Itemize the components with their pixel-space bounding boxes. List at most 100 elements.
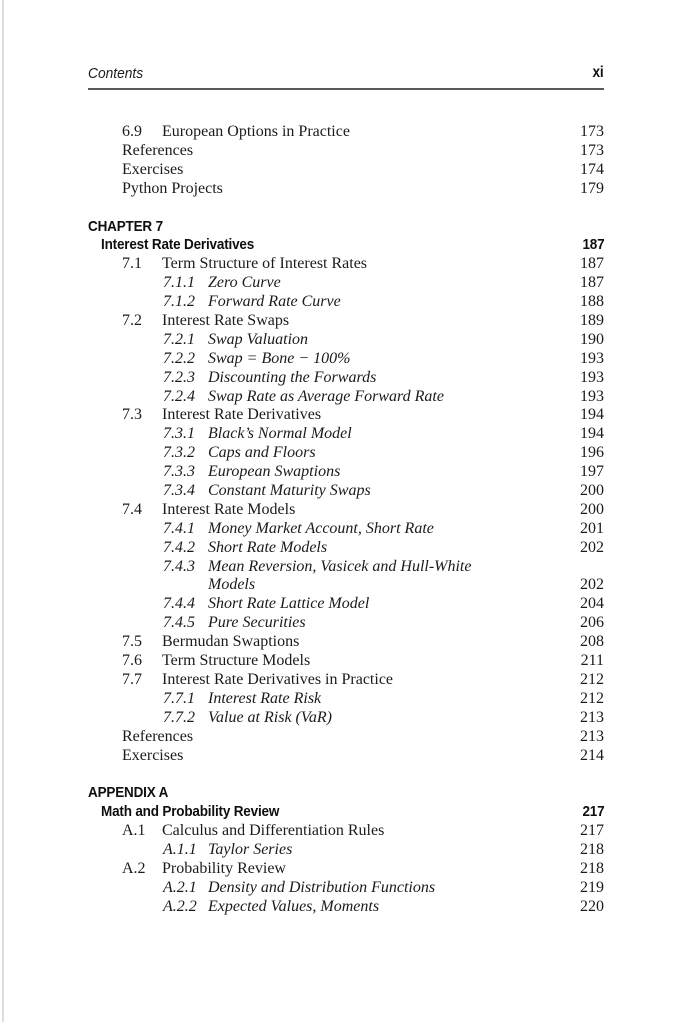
toc-entry-title: Expected Values, Moments — [208, 897, 380, 915]
toc-entry-number: 7.3.4 — [163, 482, 195, 500]
page-edge-line — [2, 0, 4, 1022]
toc-entry-number: 7.3.2 — [163, 444, 195, 462]
toc-row: 7.3.2 Caps and Floors 196 — [88, 444, 604, 463]
toc-row: 7.6 Term Structure Models 211 — [88, 652, 604, 671]
toc-entry-number: 7.6 — [122, 652, 142, 670]
toc-entry-page: 200 — [580, 500, 604, 518]
toc-entry-page: 217 — [582, 803, 604, 821]
toc-row: Math and Probability Review 217 — [88, 803, 604, 822]
toc-entry-title: Exercises — [122, 746, 184, 764]
toc-entry-page: 194 — [580, 425, 604, 443]
toc-entry-number: 7.4.3 — [163, 557, 195, 575]
toc-row: 7.4.4 Short Rate Lattice Model 204 — [88, 595, 604, 614]
toc-row: 7.1.2 Forward Rate Curve 188 — [88, 293, 604, 312]
toc-entry-title: Interest Rate Risk — [208, 689, 322, 707]
toc-entry-title: European Options in Practice — [162, 123, 350, 140]
toc-entry-number: 7.4 — [122, 500, 142, 518]
toc-entry-title: Mean Reversion, Vasicek and Hull-White — [208, 557, 472, 575]
toc-entry-number: 7.7.2 — [163, 708, 195, 726]
toc-entry-title: Black’s Normal Model — [208, 425, 352, 443]
toc-row: A.2.2 Expected Values, Moments 220 — [88, 898, 604, 917]
toc-entry-number: 7.1 — [122, 255, 142, 273]
toc-entry-title: Density and Distribution Functions — [208, 878, 436, 896]
toc-entry-page: 187 — [580, 255, 604, 273]
toc-row: 7.1 Term Structure of Interest Rates 187 — [88, 255, 604, 274]
toc-entry-page: 193 — [580, 387, 604, 405]
folio-page-number: xi — [592, 64, 604, 81]
toc-entry-number: 7.4.1 — [163, 519, 195, 537]
toc-row: A.1.1 Taylor Series 218 — [88, 841, 604, 860]
toc-row: 6.9 European Options in Practice 173 — [88, 123, 604, 142]
toc-row: Python Projects 179 — [88, 180, 604, 199]
toc-entry-page: 193 — [580, 368, 604, 386]
toc-row: 7.7 Interest Rate Derivatives in Practice… — [88, 671, 604, 690]
toc-entry-title: Taylor Series — [208, 841, 293, 859]
toc-entry-page: 200 — [580, 482, 604, 500]
running-head: Contents — [88, 66, 144, 82]
toc-entry-page: 214 — [580, 746, 604, 764]
toc-row: 7.2 Interest Rate Swaps 189 — [88, 312, 604, 331]
toc-row: 7.4.5 Pure Securities 206 — [88, 614, 604, 633]
toc-entry-number: 6.9 — [122, 123, 142, 140]
toc-entry-title: References — [122, 727, 194, 745]
toc-row: A.2.1 Density and Distribution Functions 2… — [88, 879, 604, 898]
toc-entry-page: 218 — [580, 859, 604, 877]
toc-row: Models 202 — [88, 576, 604, 595]
toc-entry-page: 204 — [580, 595, 604, 613]
toc-entry-page: 173 — [580, 123, 604, 140]
toc-entry-title: Bermudan Swaptions — [162, 633, 300, 651]
toc-entry-page: 218 — [580, 841, 604, 859]
toc-entry-title: Caps and Floors — [208, 444, 316, 462]
toc-entry-page: 217 — [580, 822, 604, 840]
toc-entry-page: 187 — [580, 274, 604, 292]
toc-entry-title: Forward Rate Curve — [208, 293, 341, 311]
toc-entry-page: 197 — [580, 463, 604, 481]
toc-entry-number: 7.2.1 — [163, 330, 195, 348]
toc-entry-page: 212 — [580, 689, 604, 707]
toc-entry-title: Money Market Account, Short Rate — [208, 519, 434, 537]
toc-row: 7.4.1 Money Market Account, Short Rate 201 — [88, 520, 604, 539]
toc-entry-number: A.1.1 — [163, 841, 197, 859]
toc-entry-number: 7.2 — [122, 312, 142, 330]
toc-entry-page: 189 — [580, 312, 604, 330]
toc-entry-number: 7.1.2 — [163, 293, 195, 311]
toc-row: Exercises 214 — [88, 747, 604, 766]
page-header: Contents xi — [88, 64, 604, 82]
toc-row: 7.2.4 Swap Rate as Average Forward Rate 19… — [88, 388, 604, 407]
toc-entry-title: References — [122, 141, 194, 159]
toc-entry-title: Swap = Bone − 100% — [208, 349, 351, 367]
toc-row: 7.2.1 Swap Valuation 190 — [88, 331, 604, 350]
toc-entry-number: 7.7 — [122, 670, 142, 688]
toc-entry-number: 7.2.3 — [163, 368, 195, 386]
toc-row: A.1 Calculus and Differentiation Rules 217 — [88, 822, 604, 841]
toc-entry-number: 7.3.3 — [163, 463, 195, 481]
toc-entry-number: 7.4.4 — [163, 595, 195, 613]
toc-entry-number: 7.3.1 — [163, 425, 195, 443]
toc-row: 7.3.4 Constant Maturity Swaps 200 — [88, 482, 604, 501]
toc-entry-page: 208 — [580, 633, 604, 651]
toc-entry-number: 7.3 — [122, 406, 142, 424]
toc-row: References 213 — [88, 728, 604, 747]
toc-heading-label: APPENDIX A — [88, 784, 169, 802]
toc-entry-page: 202 — [580, 538, 604, 556]
toc-list: 6.9 European Options in Practice 173 Refere… — [88, 123, 604, 917]
toc-entry-title: Swap Rate as Average Forward Rate — [208, 387, 444, 405]
toc-heading-label: CHAPTER 7 — [88, 217, 163, 235]
toc-entry-number: A.1 — [122, 822, 146, 840]
toc-row: CHAPTER 7 — [88, 218, 604, 237]
toc-row: A.2 Probability Review 218 — [88, 860, 604, 879]
toc-entry-title: Zero Curve — [208, 274, 281, 292]
toc-entry-number: 7.1.1 — [163, 274, 195, 292]
toc-entry-title: Calculus and Differentiation Rules — [162, 822, 385, 840]
toc-entry-page: 190 — [580, 330, 604, 348]
toc-entry-page: 213 — [580, 727, 604, 745]
toc-row: 7.4.2 Short Rate Models 202 — [88, 539, 604, 558]
toc-row: 7.1.1 Zero Curve 187 — [88, 274, 604, 293]
toc-entry-page: 174 — [580, 160, 604, 178]
toc-entry-page: 187 — [582, 236, 604, 254]
toc-row: 7.2.2 Swap = Bone − 100% 193 — [88, 350, 604, 369]
toc-gap — [88, 765, 604, 784]
toc-entry-title: Math and Probability Review — [101, 803, 280, 821]
toc-entry-title: Short Rate Models — [208, 538, 328, 556]
